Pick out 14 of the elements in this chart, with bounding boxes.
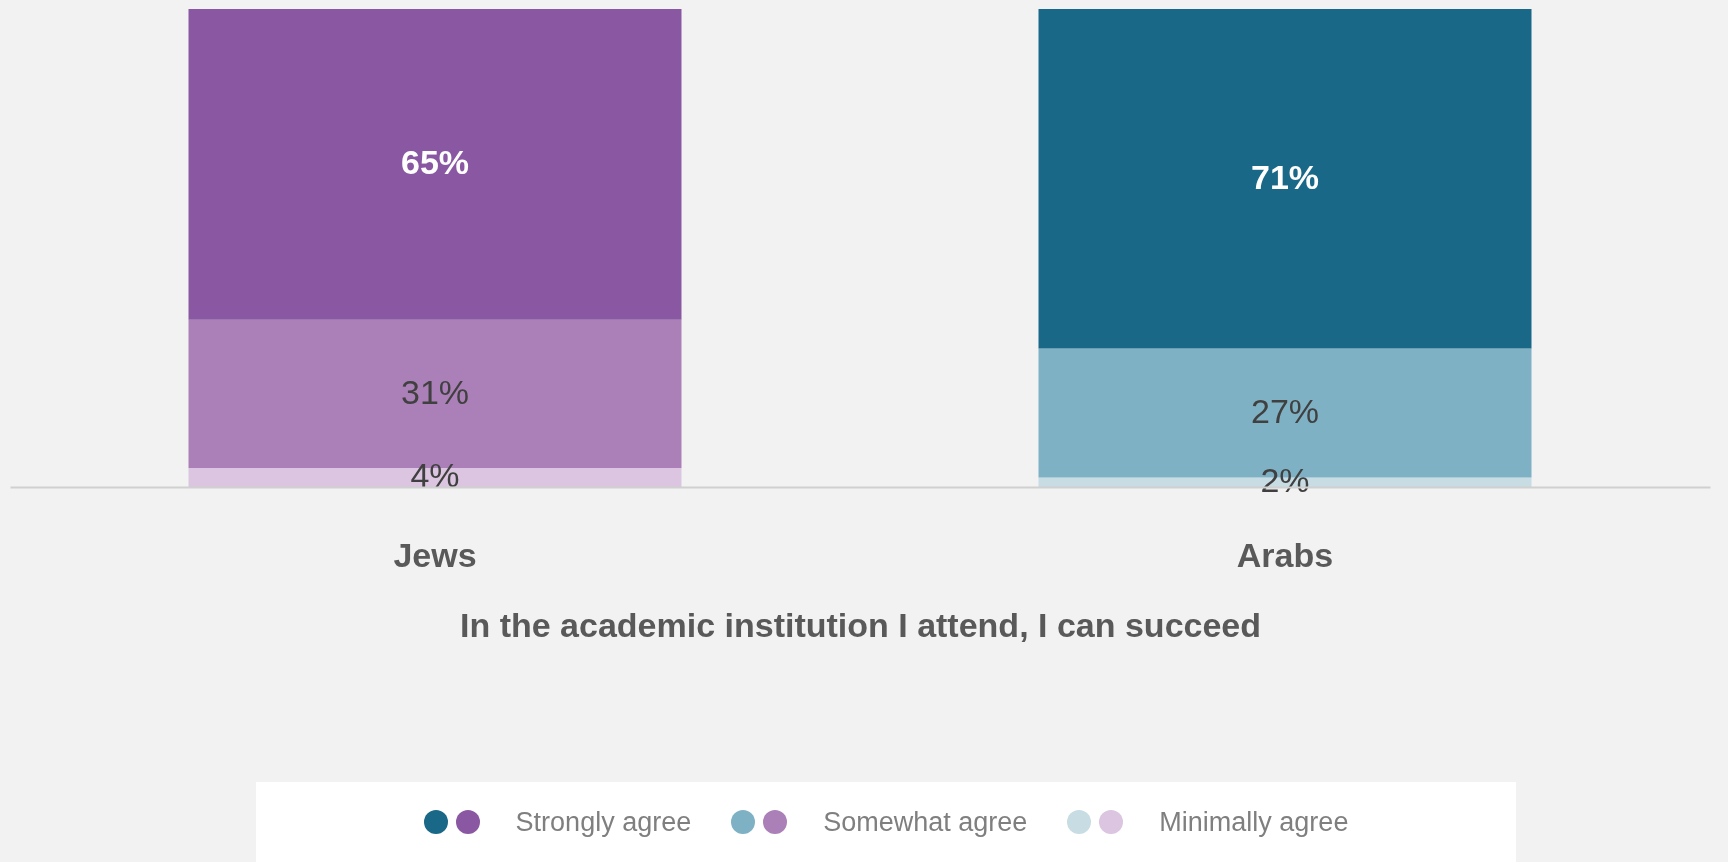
bar (188, 9, 682, 320)
x-tick-label: Arabs (1236, 535, 1334, 574)
data-label: 31% (400, 372, 470, 411)
x-tick-label: Jews (393, 535, 477, 574)
data-label: 2% (1260, 461, 1310, 500)
data-label: 4% (410, 456, 460, 495)
x-axis-title: In the academic institution I attend, I can succeed (459, 605, 1262, 644)
data-label: 65% (400, 143, 470, 182)
data-label: 71% (1250, 157, 1320, 196)
legend-label: Somewhat agree (823, 806, 1028, 838)
bar (1038, 9, 1532, 349)
legend-label: Minimally agree (1159, 806, 1349, 838)
data-label: 27% (1250, 391, 1320, 430)
legend-label: Strongly agree (515, 806, 692, 838)
